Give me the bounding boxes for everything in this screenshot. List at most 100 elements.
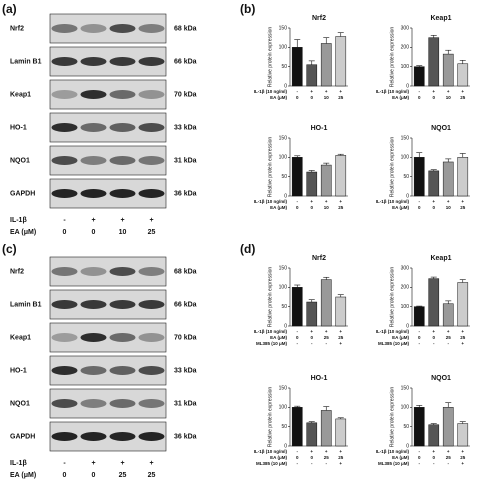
condition-label: ML385 (10 μM) bbox=[378, 341, 410, 346]
condition-value: + bbox=[310, 449, 313, 454]
kda-label: 70 kDa bbox=[174, 91, 197, 98]
condition-value: 0 bbox=[63, 229, 67, 236]
condition-value: 0 bbox=[63, 472, 67, 479]
condition-value: 10 bbox=[324, 205, 330, 210]
y-tick-label: 50 bbox=[281, 64, 287, 70]
bar bbox=[457, 157, 469, 197]
condition-value: 0 bbox=[92, 472, 96, 479]
y-tick-label: 200 bbox=[401, 285, 410, 291]
blot-band bbox=[109, 57, 136, 66]
protein-label: NQO1 bbox=[10, 157, 30, 164]
condition-value: 10 bbox=[324, 95, 330, 100]
condition-value: 25 bbox=[338, 335, 344, 340]
y-tick-label: 200 bbox=[401, 45, 410, 51]
bar bbox=[413, 157, 425, 197]
bar bbox=[335, 155, 347, 197]
y-tick-label: 300 bbox=[401, 25, 410, 31]
condition-value: + bbox=[461, 449, 464, 454]
condition-value: - bbox=[433, 341, 435, 346]
condition-value: 0 bbox=[432, 335, 435, 340]
condition-value: - bbox=[63, 217, 66, 224]
y-tick-label: 100 bbox=[279, 155, 288, 161]
condition-value: + bbox=[310, 89, 313, 94]
bar bbox=[335, 418, 347, 447]
condition-label: EA (μM) bbox=[270, 455, 287, 460]
condition-value: + bbox=[461, 89, 464, 94]
condition-label: EA (μM) bbox=[270, 335, 287, 340]
y-tick-label: 0 bbox=[406, 83, 409, 89]
bar bbox=[457, 282, 469, 327]
condition-label: EA (μM) bbox=[392, 335, 409, 340]
condition-value: + bbox=[447, 89, 450, 94]
condition-value: 0 bbox=[296, 205, 299, 210]
protein-label: Nrf2 bbox=[10, 268, 24, 275]
bar bbox=[291, 47, 303, 87]
condition-value: + bbox=[120, 460, 124, 467]
bar bbox=[335, 296, 347, 327]
condition-value: + bbox=[461, 329, 464, 334]
protein-label: NQO1 bbox=[10, 400, 30, 407]
condition-value: 0 bbox=[310, 335, 313, 340]
bar bbox=[442, 303, 454, 327]
blot-band bbox=[80, 123, 107, 132]
blot-band bbox=[80, 57, 107, 66]
blot-band bbox=[138, 366, 165, 375]
condition-value: 0 bbox=[310, 95, 313, 100]
condition-value: - bbox=[326, 461, 328, 466]
condition-value: + bbox=[325, 89, 328, 94]
bar bbox=[291, 407, 303, 447]
blot-band bbox=[109, 189, 136, 198]
condition-label: EA (μM) bbox=[10, 472, 36, 479]
kda-label: 66 kDa bbox=[174, 58, 197, 65]
protein-label: GAPDH bbox=[10, 190, 35, 197]
condition-label: EA (μM) bbox=[270, 205, 287, 210]
condition-value: 25 bbox=[338, 95, 344, 100]
chart-title: NQO1 bbox=[431, 125, 451, 132]
bar bbox=[413, 306, 425, 327]
condition-value: - bbox=[419, 199, 421, 204]
condition-value: 25 bbox=[460, 95, 466, 100]
condition-value: + bbox=[325, 449, 328, 454]
condition-value: 25 bbox=[460, 455, 466, 460]
y-tick-label: 150 bbox=[279, 25, 288, 31]
condition-label: IL-1β (10 ng/ml) bbox=[254, 199, 288, 204]
condition-value: - bbox=[419, 341, 421, 346]
condition-label: IL-1β bbox=[10, 217, 27, 224]
condition-value: 0 bbox=[418, 455, 421, 460]
bar bbox=[320, 279, 332, 327]
protein-label: Nrf2 bbox=[10, 25, 24, 32]
condition-value: + bbox=[432, 449, 435, 454]
y-tick-label: 50 bbox=[281, 304, 287, 310]
condition-value: 0 bbox=[296, 455, 299, 460]
blot-band bbox=[138, 90, 165, 99]
blot-band bbox=[51, 399, 78, 408]
condition-value: + bbox=[447, 329, 450, 334]
condition-value: - bbox=[326, 341, 328, 346]
condition-value: + bbox=[461, 461, 464, 466]
condition-label: IL-1β (10 ng/ml) bbox=[376, 199, 410, 204]
bar bbox=[457, 423, 469, 447]
bar bbox=[291, 287, 303, 327]
protein-label: Keap1 bbox=[10, 334, 31, 341]
y-axis-label: Relative protein expression bbox=[267, 27, 273, 88]
condition-label: EA (μM) bbox=[392, 205, 409, 210]
kda-label: 31 kDa bbox=[174, 157, 197, 164]
panel-label: (a) bbox=[2, 2, 17, 16]
blot-band bbox=[51, 333, 78, 342]
condition-value: 0 bbox=[310, 455, 313, 460]
condition-label: IL-1β (10 ng/ml) bbox=[376, 89, 410, 94]
blot-band bbox=[51, 189, 78, 198]
condition-value: + bbox=[310, 199, 313, 204]
y-tick-label: 100 bbox=[279, 285, 288, 291]
condition-value: 25 bbox=[338, 455, 344, 460]
blot-band bbox=[109, 432, 136, 441]
blot-band bbox=[138, 24, 165, 33]
blot-band bbox=[51, 366, 78, 375]
condition-value: 0 bbox=[432, 95, 435, 100]
blot-band bbox=[80, 432, 107, 441]
condition-label: EA (μM) bbox=[270, 95, 287, 100]
bar bbox=[428, 278, 440, 327]
condition-value: + bbox=[91, 217, 95, 224]
condition-label: IL-1β (10 ng/ml) bbox=[376, 329, 410, 334]
condition-label: ML385 (10 μM) bbox=[378, 461, 410, 466]
